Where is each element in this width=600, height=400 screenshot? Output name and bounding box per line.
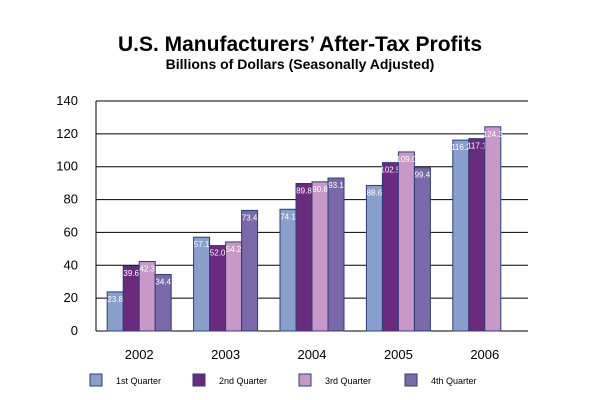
data-label: 117.1 bbox=[467, 142, 487, 151]
bar bbox=[381, 162, 399, 332]
bar bbox=[365, 184, 383, 332]
y-tick-label: 80 bbox=[64, 192, 78, 207]
bar bbox=[241, 209, 259, 332]
legend-label: 1st Quarter bbox=[116, 376, 161, 386]
data-label: 42.3 bbox=[139, 265, 155, 274]
y-tick-label: 140 bbox=[56, 93, 78, 108]
legend-label: 2nd Quarter bbox=[219, 376, 267, 386]
bar bbox=[397, 151, 415, 332]
legend-swatch bbox=[89, 373, 103, 387]
legend-label: 4th Quarter bbox=[431, 376, 477, 386]
y-tick-label: 120 bbox=[56, 126, 78, 141]
data-label: 23.8 bbox=[107, 295, 123, 304]
data-label: 52.0 bbox=[210, 249, 226, 258]
data-label: 116.2 bbox=[451, 143, 471, 152]
data-label: 93.1 bbox=[328, 181, 344, 190]
bar bbox=[209, 245, 227, 332]
data-label: 34.4 bbox=[155, 277, 171, 286]
data-label: 54.2 bbox=[226, 245, 242, 254]
data-label: 102.5 bbox=[380, 166, 401, 175]
legend-swatch bbox=[404, 373, 418, 387]
bar bbox=[311, 181, 329, 332]
bar bbox=[193, 236, 211, 332]
data-label: 109.0 bbox=[396, 155, 417, 164]
bar bbox=[327, 177, 345, 332]
data-label: 90.8 bbox=[312, 185, 328, 194]
y-tick-label: 0 bbox=[71, 323, 78, 338]
bar bbox=[154, 273, 172, 332]
bar bbox=[468, 138, 486, 332]
data-label: 74.1 bbox=[280, 212, 296, 221]
data-label: 57.1 bbox=[194, 240, 210, 249]
x-tick-label: 2002 bbox=[125, 347, 154, 362]
legend-swatch bbox=[298, 373, 312, 387]
data-label: 88.6 bbox=[367, 188, 383, 197]
legend-label: 3rd Quarter bbox=[325, 376, 371, 386]
chart-title: U.S. Manufacturers’ After-Tax Profits bbox=[117, 33, 483, 56]
data-label: 73.4 bbox=[242, 213, 258, 222]
bar bbox=[484, 126, 502, 332]
x-tick-label: 2003 bbox=[211, 347, 240, 362]
y-tick-label: 100 bbox=[56, 159, 78, 174]
y-tick-label: 20 bbox=[64, 290, 78, 305]
y-tick-label: 40 bbox=[64, 257, 78, 272]
x-tick-label: 2005 bbox=[384, 347, 413, 362]
x-tick-label: 2004 bbox=[298, 347, 327, 362]
bar bbox=[295, 182, 313, 332]
data-label: 124.3 bbox=[483, 130, 504, 139]
data-label: 89.8 bbox=[296, 186, 312, 195]
data-label: 99.4 bbox=[415, 171, 431, 180]
legend-swatch bbox=[192, 373, 206, 387]
data-label: 39.6 bbox=[123, 269, 139, 278]
y-tick-label: 60 bbox=[64, 224, 78, 239]
chart-subtitle: Billions of Dollars (Seasonally Adjusted… bbox=[165, 56, 435, 72]
bar bbox=[279, 208, 297, 332]
x-tick-label: 2006 bbox=[470, 347, 499, 362]
bar bbox=[452, 139, 470, 332]
bar bbox=[413, 167, 431, 332]
bar bbox=[225, 241, 243, 332]
